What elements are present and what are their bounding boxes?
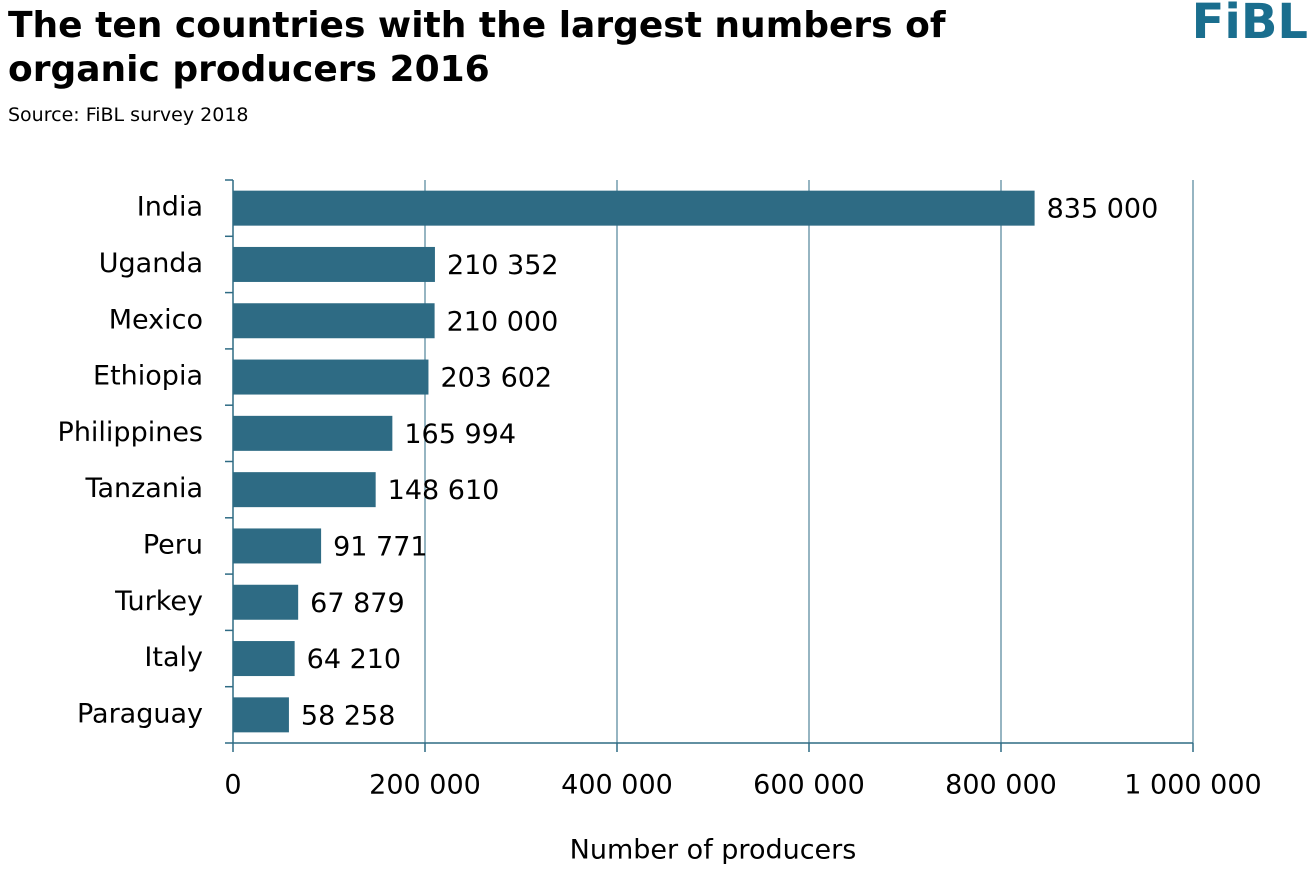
value-label: 210 000	[447, 306, 559, 337]
y-tick-label: Mexico	[109, 304, 203, 335]
x-tick-label: 0	[224, 770, 241, 801]
bar	[233, 697, 289, 733]
chart-title: The ten countries with the largest numbe…	[8, 5, 946, 90]
bar	[233, 415, 393, 451]
y-tick-label: India	[137, 192, 203, 223]
y-tick-label: Tanzania	[84, 473, 203, 504]
x-tick-label: 800 000	[945, 770, 1057, 801]
y-tick-label: Ethiopia	[93, 361, 203, 392]
value-label: 91 771	[333, 531, 427, 562]
y-tick-label: Turkey	[114, 586, 203, 617]
value-label: 203 602	[440, 363, 552, 394]
y-tick-label: Philippines	[58, 417, 203, 448]
y-tick-label: Paraguay	[77, 698, 203, 729]
value-label: 148 610	[388, 475, 500, 506]
bar	[233, 584, 299, 620]
chart-subtitle: Source: FiBL survey 2018	[8, 104, 249, 126]
x-tick-label: 600 000	[753, 770, 865, 801]
bar	[233, 190, 1035, 226]
bar	[233, 246, 435, 282]
bar	[233, 359, 429, 395]
bar	[233, 472, 376, 508]
value-label: 67 879	[310, 588, 404, 619]
y-tick-label: Italy	[144, 642, 203, 673]
y-tick-label: Uganda	[99, 248, 203, 279]
value-label: 58 258	[301, 700, 395, 731]
x-tick-label: 400 000	[561, 770, 673, 801]
logo: FiBL	[1191, 0, 1308, 50]
bar	[233, 303, 435, 339]
value-label: 210 352	[447, 250, 559, 281]
x-axis-label: Number of producers	[570, 835, 857, 866]
x-tick-label: 1 000 000	[1124, 770, 1261, 801]
value-label: 835 000	[1047, 194, 1159, 225]
value-label: 64 210	[307, 644, 401, 675]
bar	[233, 641, 295, 677]
value-label: 165 994	[404, 419, 516, 450]
bar	[233, 528, 322, 564]
x-tick-label: 200 000	[369, 770, 481, 801]
y-tick-label: Peru	[143, 529, 203, 560]
